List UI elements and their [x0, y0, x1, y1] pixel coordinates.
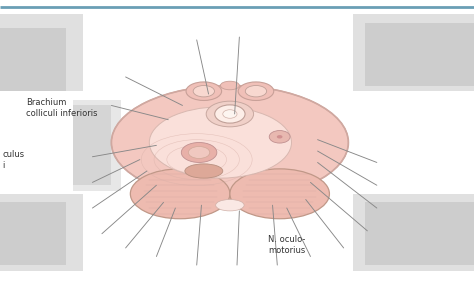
Ellipse shape: [230, 169, 329, 219]
Circle shape: [269, 131, 290, 143]
Ellipse shape: [111, 86, 348, 200]
Bar: [0, 194, 83, 271]
Text: Brachium
colliculi inferioris: Brachium colliculi inferioris: [26, 98, 98, 118]
Bar: [365, 202, 474, 265]
Ellipse shape: [188, 146, 210, 158]
Bar: [0, 14, 83, 91]
Bar: [365, 23, 474, 86]
Ellipse shape: [216, 200, 244, 211]
Ellipse shape: [130, 169, 230, 219]
Text: N. oculo-
motorius: N. oculo- motorius: [268, 235, 305, 255]
Ellipse shape: [246, 86, 266, 97]
Ellipse shape: [149, 107, 292, 178]
Bar: [0, 202, 66, 265]
Circle shape: [215, 105, 245, 123]
Bar: [0, 28, 66, 91]
Ellipse shape: [238, 82, 274, 101]
Circle shape: [223, 110, 237, 118]
Ellipse shape: [220, 81, 239, 90]
Text: culus
i: culus i: [2, 150, 25, 170]
Bar: [73, 100, 121, 191]
Ellipse shape: [181, 142, 217, 162]
Ellipse shape: [185, 164, 223, 178]
Ellipse shape: [186, 82, 221, 101]
Bar: [353, 14, 474, 91]
Bar: [353, 194, 474, 271]
Ellipse shape: [206, 101, 254, 127]
Ellipse shape: [193, 86, 214, 97]
Bar: [73, 105, 111, 185]
Circle shape: [277, 135, 283, 139]
